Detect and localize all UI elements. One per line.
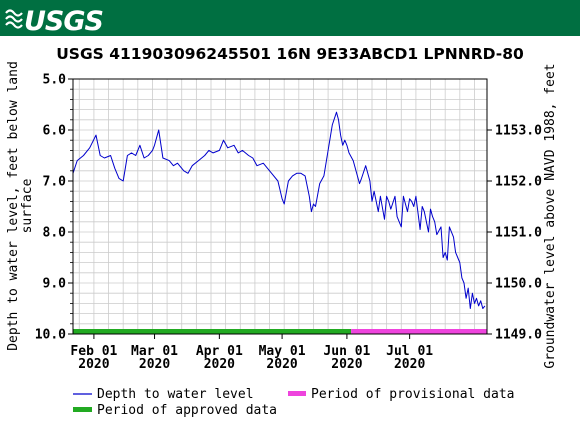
y-axis-title-line1: Depth to water level, feet below land <box>6 61 21 351</box>
y2-tick-label: 1153.0 <box>495 124 542 139</box>
legend-bar-swatch <box>73 407 92 412</box>
x-tick-label-year: 2020 <box>331 357 362 372</box>
series-layer <box>72 111 486 309</box>
y2-tick-label: 1150.0 <box>495 277 542 292</box>
legend-item-provisional: Period of provisional data <box>288 387 515 402</box>
y-tick-label: 8.0 <box>43 226 67 241</box>
x-tick-label-month: Jun 01 <box>323 344 370 359</box>
x-tick-label-month: Feb 01 <box>70 344 117 359</box>
legend: Depth to water level Period of provision… <box>73 387 515 418</box>
x-tick-label-month: May 01 <box>259 344 306 359</box>
x-tick-label-month: Jul 01 <box>386 344 433 359</box>
x-tick-label-year: 2020 <box>394 357 425 372</box>
plot-area <box>72 78 488 335</box>
x-tick-label-year: 2020 <box>204 357 235 372</box>
x-tick-label-month: Apr 01 <box>196 344 243 359</box>
legend-item-depth: Depth to water level <box>73 387 254 402</box>
plot-border <box>72 78 488 335</box>
y-tick-label: 10.0 <box>35 328 66 343</box>
y2-tick-label: 1152.0 <box>495 175 542 190</box>
approval-bar-provisional <box>351 329 487 334</box>
y-tick-label: 7.0 <box>43 175 67 190</box>
chart-title: USGS 411903096245501 16N 9E33ABCD1 LPNNR… <box>56 45 524 63</box>
series-depth-to-water-level <box>72 111 486 309</box>
y2-tick-label: 1151.0 <box>495 226 542 241</box>
y-axis-title-line2: surface <box>20 178 35 233</box>
legend-label: Depth to water level <box>97 387 254 402</box>
header-band <box>0 0 580 36</box>
y-tick-label: 5.0 <box>43 73 67 88</box>
x-tick-label-year: 2020 <box>139 357 170 372</box>
x-tick-label-month: Mar 01 <box>131 344 178 359</box>
usgs-wave-icon <box>5 9 23 29</box>
y-axis-left: 5.0 6.0 7.0 8.0 9.0 10.0 <box>35 73 73 343</box>
y-axis-right: 1153.0 1152.0 1151.0 1150.0 1149.0 <box>487 124 542 343</box>
y-axis-title: Depth to water level, feet below land su… <box>6 61 35 351</box>
x-tick-label-year: 2020 <box>266 357 297 372</box>
legend-label: Period of approved data <box>97 403 277 418</box>
y-tick-label: 9.0 <box>43 277 67 292</box>
approval-bar-approved <box>73 329 352 334</box>
approval-period-bars <box>73 329 487 334</box>
usgs-logo: USGS <box>5 6 104 37</box>
legend-bar-swatch <box>288 391 306 396</box>
y-tick-label: 6.0 <box>43 124 67 139</box>
legend-item-approved: Period of approved data <box>73 403 277 418</box>
y2-axis-title: Groundwater level above NAVD 1988, feet <box>543 63 558 368</box>
legend-label: Period of provisional data <box>311 387 515 402</box>
y2-tick-label: 1149.0 <box>495 328 542 343</box>
x-tick-label-year: 2020 <box>78 357 109 372</box>
logo-text: USGS <box>24 6 103 37</box>
